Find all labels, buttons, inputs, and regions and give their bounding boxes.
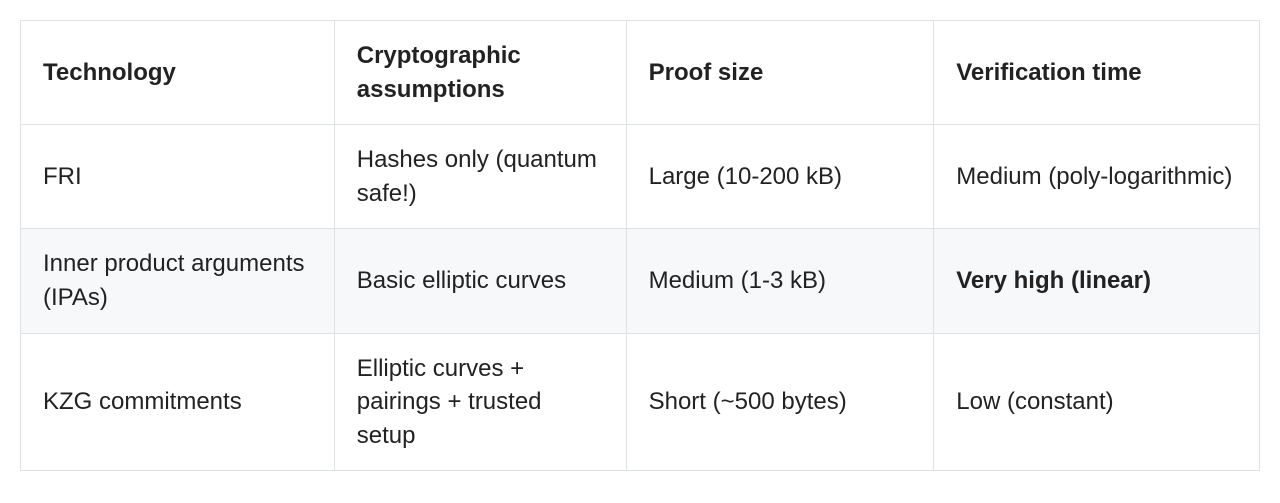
cell-technology: Inner product arguments (IPAs) [21, 229, 335, 333]
cell-assumptions: Basic elliptic curves [334, 229, 626, 333]
cell-technology: KZG commitments [21, 333, 335, 471]
cell-assumptions: Hashes only (quantum safe!) [334, 125, 626, 229]
cell-verification-time: Very high (linear) [934, 229, 1260, 333]
cell-proof-size: Short (~500 bytes) [626, 333, 934, 471]
cell-verification-time: Low (constant) [934, 333, 1260, 471]
table-body: FRI Hashes only (quantum safe!) Large (1… [21, 125, 1260, 471]
table-row: KZG commitments Elliptic curves + pairin… [21, 333, 1260, 471]
comparison-table: Technology Cryptographic assumptions Pro… [20, 20, 1260, 471]
cell-assumptions: Elliptic curves + pairings + trusted set… [334, 333, 626, 471]
table-header-row: Technology Cryptographic assumptions Pro… [21, 21, 1260, 125]
cell-verification-time: Medium (poly-logarithmic) [934, 125, 1260, 229]
table-row: Inner product arguments (IPAs) Basic ell… [21, 229, 1260, 333]
column-header-cryptographic-assumptions: Cryptographic assumptions [334, 21, 626, 125]
table-header: Technology Cryptographic assumptions Pro… [21, 21, 1260, 125]
column-header-verification-time: Verification time [934, 21, 1260, 125]
cell-proof-size: Large (10-200 kB) [626, 125, 934, 229]
table-row: FRI Hashes only (quantum safe!) Large (1… [21, 125, 1260, 229]
cell-technology: FRI [21, 125, 335, 229]
column-header-proof-size: Proof size [626, 21, 934, 125]
column-header-technology: Technology [21, 21, 335, 125]
cell-proof-size: Medium (1-3 kB) [626, 229, 934, 333]
